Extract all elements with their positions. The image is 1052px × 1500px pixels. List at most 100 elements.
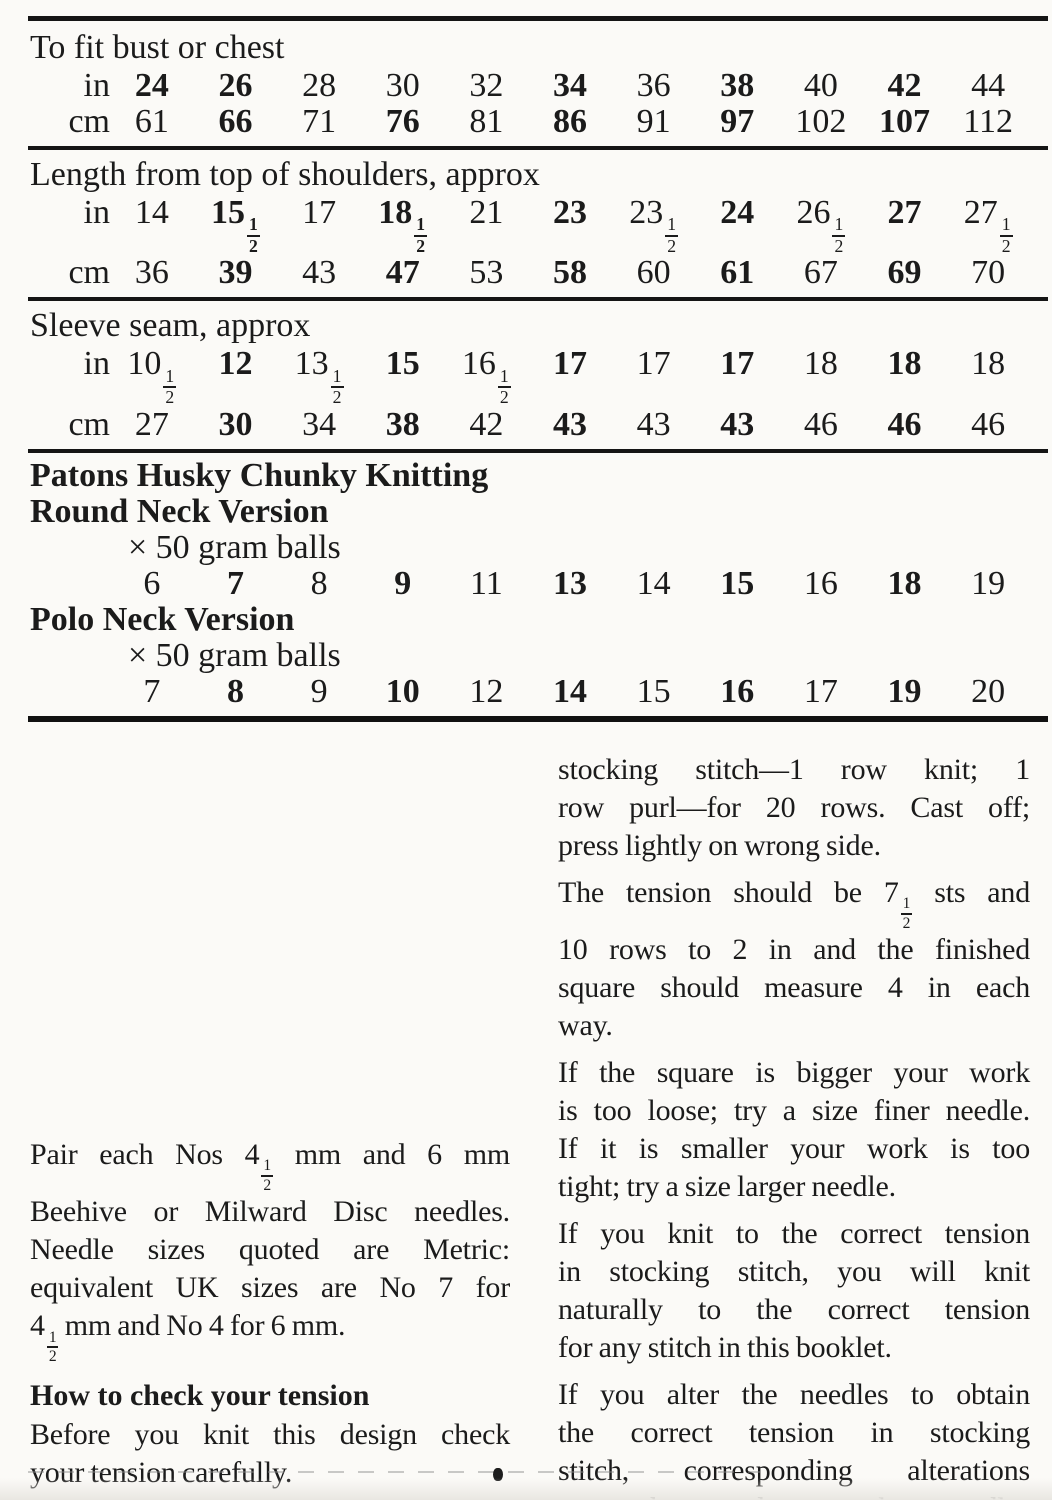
size-value: 16 1 2 — [461, 345, 511, 408]
size-value: 18 — [971, 345, 1006, 383]
size-value: 9 — [310, 672, 328, 710]
size-value: 30 — [385, 67, 420, 104]
size-value: 17 — [803, 672, 838, 710]
text-line: 10 rows to 2 in and the finished — [558, 933, 1030, 967]
version-name: Polo Neck Version — [30, 600, 295, 638]
size-row: cm 61 66 71 76 81 86 91 97 102 107 112 — [30, 104, 1030, 140]
balls-label: × 50 gram balls — [128, 636, 341, 674]
text-line: If it is smaller your work is too — [558, 1132, 1030, 1166]
size-value: 61 — [134, 103, 169, 140]
size-row: cm 36 39 43 47 53 58 60 61 67 69 70 — [30, 255, 1030, 291]
size-value: 8 — [226, 672, 244, 710]
size-value: 38 — [385, 405, 420, 443]
text-line: Before you knit this design check — [30, 1417, 510, 1451]
text-line: for any stitch in this booklet. — [558, 1331, 892, 1365]
text-line: in stocking stitch, you will knit — [558, 1255, 1030, 1289]
size-value: 97 — [720, 103, 755, 140]
size-value: 19 — [971, 564, 1006, 602]
size-value: 19 — [887, 672, 922, 710]
text-line: square should measure 4 in each — [558, 971, 1030, 1005]
size-value: 66 — [218, 103, 253, 140]
size-value: 47 — [385, 254, 420, 292]
size-value: 15 — [636, 672, 671, 710]
yarn-versions: Round Neck Version × 50 gram balls 6 7 8 9 11 1… — [30, 493, 1030, 710]
unit-cell — [30, 674, 110, 710]
size-value: 46 — [887, 405, 922, 443]
size-value: 10 1 2 — [127, 345, 177, 408]
size-row: in 14 15 1 2 17 18 1 2 21 23 23 1 2 24 26 1 2 27 27 1 2 — [30, 194, 1030, 256]
size-value: 76 — [385, 103, 420, 140]
size-value: 40 — [803, 67, 838, 104]
size-value: 24 — [720, 194, 755, 231]
size-value: 43 — [552, 405, 587, 443]
unit-label: cm — [68, 405, 110, 443]
size-value: 15 1 2 — [211, 194, 260, 256]
sizing-table: To fit bust or chest in 24 26 28 30 32 34 36 38 40… — [28, 28, 1048, 453]
size-section: Length from top of shoulders, approx in 14… — [30, 155, 1030, 291]
size-value: 67 — [803, 254, 838, 292]
size-value: 26 — [218, 67, 253, 104]
size-value: 21 — [469, 194, 504, 231]
size-value: 17 — [302, 194, 337, 231]
size-row: in 24 26 28 30 32 34 36 38 40 42 44 — [30, 68, 1030, 104]
size-value: 16 — [803, 564, 838, 602]
size-value: 107 — [879, 103, 931, 140]
divider — [28, 297, 1048, 302]
size-value: 34 — [302, 405, 337, 443]
size-value: 16 — [720, 672, 755, 710]
size-value: 58 — [552, 254, 587, 292]
text-line: If you alter the needles to obtain — [558, 1378, 1030, 1412]
size-value: 81 — [469, 103, 504, 140]
size-value: 13 1 2 — [294, 345, 344, 408]
size-section: To fit bust or chest in 24 26 28 30 32 34 36 38 40… — [30, 28, 1030, 140]
size-value: 43 — [720, 405, 755, 443]
paragraph: stocking stitch—1 row knit; 1 row purl—fo… — [558, 751, 1030, 865]
size-value: 86 — [552, 103, 587, 140]
size-row: cm 27 30 34 38 42 43 43 43 46 46 46 — [30, 405, 1030, 443]
size-value: 7 — [226, 564, 244, 602]
size-value: 112 — [963, 103, 1014, 140]
size-value: 27 — [887, 194, 922, 231]
right-column: stocking stitch—1 row knit; 1 row purl—fo… — [558, 722, 1030, 1500]
paragraph: If the square is bigger your work is too … — [558, 1054, 1030, 1206]
divider — [28, 715, 1048, 722]
text-line: press lightly on wrong side. — [558, 828, 881, 862]
size-section-label: To fit bust or chest — [30, 29, 285, 66]
text-line: naturally to the correct tension — [558, 1293, 1030, 1327]
size-value: 91 — [636, 103, 671, 140]
size-value: 28 — [302, 67, 337, 104]
text-line: way. — [558, 1009, 613, 1043]
size-value: 61 — [720, 254, 755, 292]
size-value: 8 — [310, 564, 328, 602]
size-value: 18 1 2 — [378, 194, 428, 256]
size-value: 32 — [469, 67, 504, 104]
balls-row: 6 7 8 9 11 13 14 15 16 18 19 — [30, 564, 1030, 602]
size-value: 38 — [720, 67, 755, 104]
unit-label: cm — [68, 103, 110, 140]
scan-edge-shadow — [0, 1478, 1052, 1500]
size-value: 53 — [469, 254, 504, 292]
size-value: 15 — [720, 564, 755, 602]
size-value: 10 — [385, 672, 420, 710]
size-value: 7 — [143, 672, 161, 710]
size-value: 26 1 2 — [796, 194, 846, 256]
text-line: row purl—for 20 rows. Cast off; — [558, 790, 1030, 824]
divider — [28, 146, 1048, 150]
size-value: 30 — [218, 405, 253, 443]
size-section-label: Sleeve seam, approx — [30, 307, 311, 345]
size-value: 12 — [469, 672, 504, 710]
size-value: 39 — [218, 254, 253, 292]
